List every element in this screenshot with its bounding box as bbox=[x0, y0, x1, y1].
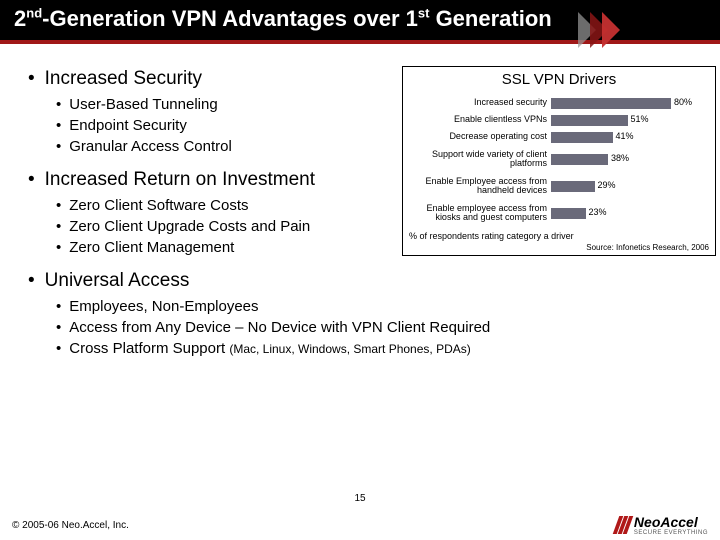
logo-stripes-icon bbox=[616, 516, 630, 534]
decorative-chevrons bbox=[584, 12, 620, 48]
chart-row: Decrease operating cost 41% bbox=[409, 130, 709, 144]
chart-bar-area: 23% bbox=[551, 208, 709, 219]
chart-bar bbox=[551, 98, 671, 109]
company-logo: NeoAccel Secure Everything bbox=[616, 514, 708, 536]
chart-bar bbox=[551, 115, 628, 126]
chart-bar-value: 80% bbox=[674, 97, 692, 107]
sub-bullet-list: Employees, Non-Employees Access from Any … bbox=[56, 298, 702, 357]
chart-title: SSL VPN Drivers bbox=[409, 71, 709, 88]
chart-row: Enable Employee access from handheld dev… bbox=[409, 174, 709, 198]
slide-title: 2nd-Generation VPN Advantages over 1st G… bbox=[14, 6, 552, 31]
page-number: 15 bbox=[0, 493, 720, 504]
chart-bar bbox=[551, 208, 586, 219]
chart-row: Enable employee access from kiosks and g… bbox=[409, 201, 709, 225]
chart-row: Support wide variety of client platforms… bbox=[409, 147, 709, 171]
chart-bar-value: 41% bbox=[616, 131, 634, 141]
chart-bar-value: 29% bbox=[598, 180, 616, 190]
copyright-text: © 2005-06 Neo.Accel, Inc. bbox=[12, 520, 129, 531]
chart-source: Source: Infonetics Research, 2006 bbox=[409, 243, 709, 252]
chart-row: Increased security 80% bbox=[409, 96, 709, 110]
chart-bar bbox=[551, 132, 613, 143]
chart-bar-label: Increased security bbox=[409, 98, 551, 107]
main-bullet: Universal Access bbox=[28, 270, 702, 292]
chart-footer: % of respondents rating category a drive… bbox=[409, 231, 709, 241]
logo-tagline: Secure Everything bbox=[634, 530, 708, 536]
chart-bar-label: Enable employee access from kiosks and g… bbox=[409, 202, 551, 224]
sub-bullet: Cross Platform Support (Mac, Linux, Wind… bbox=[56, 340, 702, 357]
chart-bar-area: 41% bbox=[551, 132, 709, 143]
chart-bar-label: Enable clientless VPNs bbox=[409, 115, 551, 124]
chart-bar-area: 38% bbox=[551, 154, 709, 165]
chart-bar-value: 38% bbox=[611, 153, 629, 163]
chart-bar-value: 23% bbox=[589, 207, 607, 217]
logo-name: NeoAccel bbox=[634, 514, 708, 530]
chart-bar bbox=[551, 154, 608, 165]
sub-bullet: Access from Any Device – No Device with … bbox=[56, 319, 702, 336]
chart-bar bbox=[551, 181, 595, 192]
ssl-vpn-drivers-chart: SSL VPN Drivers Increased security 80% Ena… bbox=[402, 66, 716, 256]
slide-footer: © 2005-06 Neo.Accel, Inc. NeoAccel Secur… bbox=[0, 510, 720, 540]
chart-bar-label: Enable Employee access from handheld dev… bbox=[409, 175, 551, 197]
chart-bar-area: 80% bbox=[551, 98, 709, 109]
chart-bar-value: 51% bbox=[631, 114, 649, 124]
sub-bullet: Employees, Non-Employees bbox=[56, 298, 702, 315]
chart-bar-area: 29% bbox=[551, 181, 709, 192]
chart-bar-label: Support wide variety of client platforms bbox=[409, 148, 551, 170]
slide-title-bar: 2nd-Generation VPN Advantages over 1st G… bbox=[0, 0, 720, 44]
chart-row: Enable clientless VPNs 51% bbox=[409, 113, 709, 127]
chart-bar-area: 51% bbox=[551, 115, 709, 126]
chart-bars: Increased security 80% Enable clientless V… bbox=[409, 96, 709, 225]
chart-bar-label: Decrease operating cost bbox=[409, 132, 551, 141]
